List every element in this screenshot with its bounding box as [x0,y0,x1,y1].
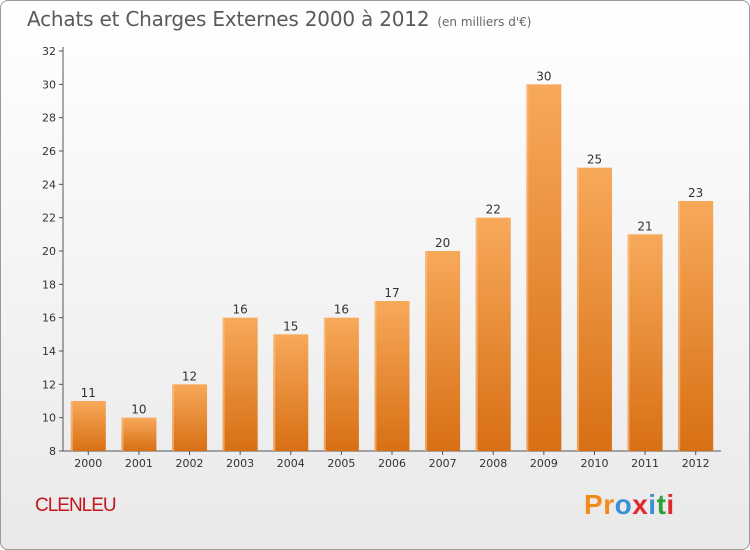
logo-letter: i [648,489,657,520]
bar-2003 [222,317,258,451]
bar-highlight [374,301,377,451]
bar-value-label: 11 [81,386,96,400]
logo-letter: i [666,489,675,520]
bar-highlight [323,317,326,451]
logo-letter: t [656,489,667,520]
bar-value-label: 15 [283,319,298,333]
chart-title-text: Achats et Charges Externes 2000 à 2012 [27,7,430,31]
bar-2005 [323,317,359,451]
bar-highlight [70,401,73,451]
y-tick-label: 28 [42,112,56,125]
bar-2009 [526,84,562,451]
bar-value-label: 25 [587,153,602,167]
x-tick-label: 2006 [378,457,406,470]
x-tick-label: 2002 [176,457,204,470]
y-tick-label: 14 [42,345,56,358]
y-tick-label: 18 [42,278,56,291]
bar-highlight [576,167,579,451]
y-tick-label: 16 [42,312,56,325]
bar-value-label: 12 [182,369,197,383]
bar-value-label: 16 [233,303,248,317]
bar-2001 [121,417,157,451]
y-tick-label: 20 [42,245,56,258]
bar-2011 [627,234,663,451]
bar-2000 [70,401,106,451]
x-tick-label: 2003 [226,457,254,470]
bar-value-label: 16 [334,303,349,317]
y-tick-label: 10 [42,412,56,425]
bar-value-label: 20 [435,236,450,250]
chart-title: Achats et Charges Externes 2000 à 2012 (e… [27,7,531,31]
y-tick-label: 22 [42,212,56,225]
x-tick-label: 2012 [682,457,710,470]
bar-highlight [425,251,428,451]
bar-value-label: 23 [688,186,703,200]
bar-2010 [576,167,612,451]
bar-value-label: 22 [486,203,501,217]
x-tick-label: 2010 [580,457,608,470]
x-tick-label: 2008 [479,457,507,470]
logo-letter: o [614,489,633,520]
x-tick-label: 2011 [631,457,659,470]
bar-value-label: 17 [384,286,399,300]
proxiti-logo: Proxiti [584,489,675,521]
bar-highlight [627,234,630,451]
logo-letter: x [632,489,649,520]
bar-highlight [678,201,681,451]
bar-2006 [374,301,410,451]
bar-2004 [273,334,309,451]
chart-subtitle: (en milliers d'€) [437,15,532,29]
x-tick-label: 2005 [327,457,355,470]
bar-highlight [526,84,529,451]
y-tick-label: 26 [42,145,56,158]
y-tick-label: 24 [42,178,56,191]
x-tick-label: 2007 [429,457,457,470]
x-tick-label: 2004 [277,457,305,470]
bar-2012 [678,201,714,451]
x-tick-label: 2001 [125,457,153,470]
bar-highlight [172,384,175,451]
commune-name: CLENLEU [35,495,117,516]
bar-value-label: 30 [536,69,551,83]
bar-highlight [121,417,124,451]
chart-bars: 11 10 12 16 15 16 17 20 22 30 25 21 23 [70,69,714,451]
bar-2002 [172,384,208,451]
logo-letter: P [584,489,604,520]
y-tick-label: 30 [42,78,56,91]
chart-axes: 8 10 12 14 16 18 20 22 24 26 28 30 32 2000 2001 2002 200… [42,45,721,470]
bar-highlight [222,317,225,451]
bar-value-label: 21 [637,219,652,233]
x-tick-label: 2000 [74,457,102,470]
y-tick-label: 32 [42,45,56,58]
logo-letter: r [603,489,615,520]
x-tick-label: 2009 [530,457,558,470]
bar-highlight [475,217,478,451]
bar-2008 [475,217,511,451]
bar-2007 [425,251,461,451]
y-tick-label: 8 [49,445,56,458]
y-tick-label: 12 [42,378,56,391]
bar-value-label: 10 [131,403,146,417]
bar-highlight [273,334,276,451]
